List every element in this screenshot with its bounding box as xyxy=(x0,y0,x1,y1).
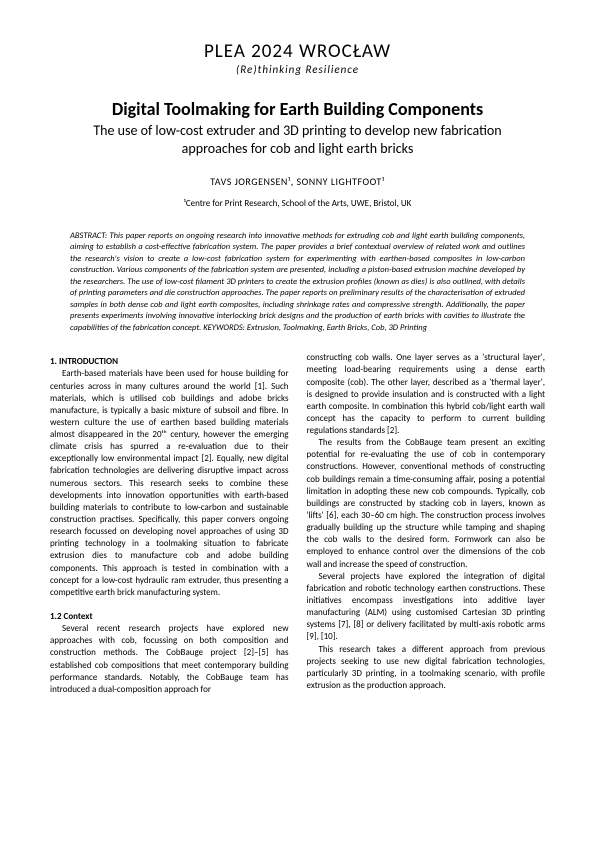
conference-name: PLEA 2024 WROCŁAW xyxy=(50,40,545,63)
affiliation: ¹Centre for Print Research, School of th… xyxy=(50,198,545,209)
authors: TAVS JORGENSEN¹, SONNY LIGHTFOOT¹ xyxy=(50,175,545,188)
intro-paragraph-1: Earth-based materials have been used for… xyxy=(50,368,289,599)
col2-paragraph-1: constructing cob walls. One layer serves… xyxy=(307,352,546,437)
section-heading-context: 1.2 Context xyxy=(50,611,289,623)
col2-paragraph-3: Several projects have explored the integ… xyxy=(307,571,546,644)
col2-paragraph-2: The results from the CobBauge team prese… xyxy=(307,437,546,571)
column-left: 1. INTRODUCTION Earth-based materials ha… xyxy=(50,352,289,696)
col2-paragraph-4: This research takes a different approach… xyxy=(307,644,546,693)
body-columns: 1. INTRODUCTION Earth-based materials ha… xyxy=(50,352,545,696)
conference-tagline: (Re)thinking Resilience xyxy=(50,63,545,76)
paper-title: Digital Toolmaking for Earth Building Co… xyxy=(50,98,545,120)
context-paragraph-1: Several recent research projects have ex… xyxy=(50,623,289,696)
abstract: ABSTRACT: This paper reports on ongoing … xyxy=(70,231,525,334)
paper-subtitle: The use of low-cost extruder and 3D prin… xyxy=(68,122,527,157)
section-heading-intro: 1. INTRODUCTION xyxy=(50,356,289,368)
column-right: constructing cob walls. One layer serves… xyxy=(307,352,546,696)
